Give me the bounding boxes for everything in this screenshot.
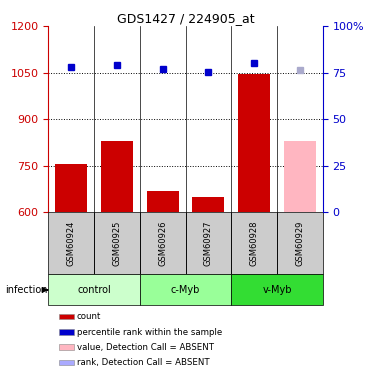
Bar [59, 344, 74, 350]
Bar [59, 329, 74, 335]
Bar [238, 74, 270, 212]
Bar [48, 274, 140, 306]
Text: v-Myb: v-Myb [262, 285, 292, 295]
Bar [94, 212, 140, 274]
Bar [140, 274, 231, 306]
Bar [48, 212, 94, 274]
Bar [192, 197, 224, 212]
Bar [59, 360, 74, 365]
Bar [140, 212, 186, 274]
Bar [186, 212, 231, 274]
Text: GSM60929: GSM60929 [295, 221, 304, 266]
Text: c-Myb: c-Myb [171, 285, 200, 295]
Text: GSM60927: GSM60927 [204, 220, 213, 266]
Text: infection: infection [5, 285, 47, 295]
Bar [147, 190, 179, 212]
Text: value, Detection Call = ABSENT: value, Detection Call = ABSENT [76, 342, 213, 351]
Text: GSM60928: GSM60928 [250, 220, 259, 266]
Bar [284, 141, 316, 212]
Title: GDS1427 / 224905_at: GDS1427 / 224905_at [117, 12, 254, 25]
Text: percentile rank within the sample: percentile rank within the sample [76, 328, 222, 337]
Text: GSM60926: GSM60926 [158, 220, 167, 266]
Text: GSM60924: GSM60924 [67, 221, 76, 266]
Bar [231, 274, 323, 306]
Text: rank, Detection Call = ABSENT: rank, Detection Call = ABSENT [76, 358, 209, 367]
Text: GSM60925: GSM60925 [112, 221, 121, 266]
Bar [59, 314, 74, 320]
Bar [101, 141, 133, 212]
Bar [55, 164, 87, 212]
Bar [277, 212, 323, 274]
Bar [231, 212, 277, 274]
Text: control: control [77, 285, 111, 295]
Text: count: count [76, 312, 101, 321]
